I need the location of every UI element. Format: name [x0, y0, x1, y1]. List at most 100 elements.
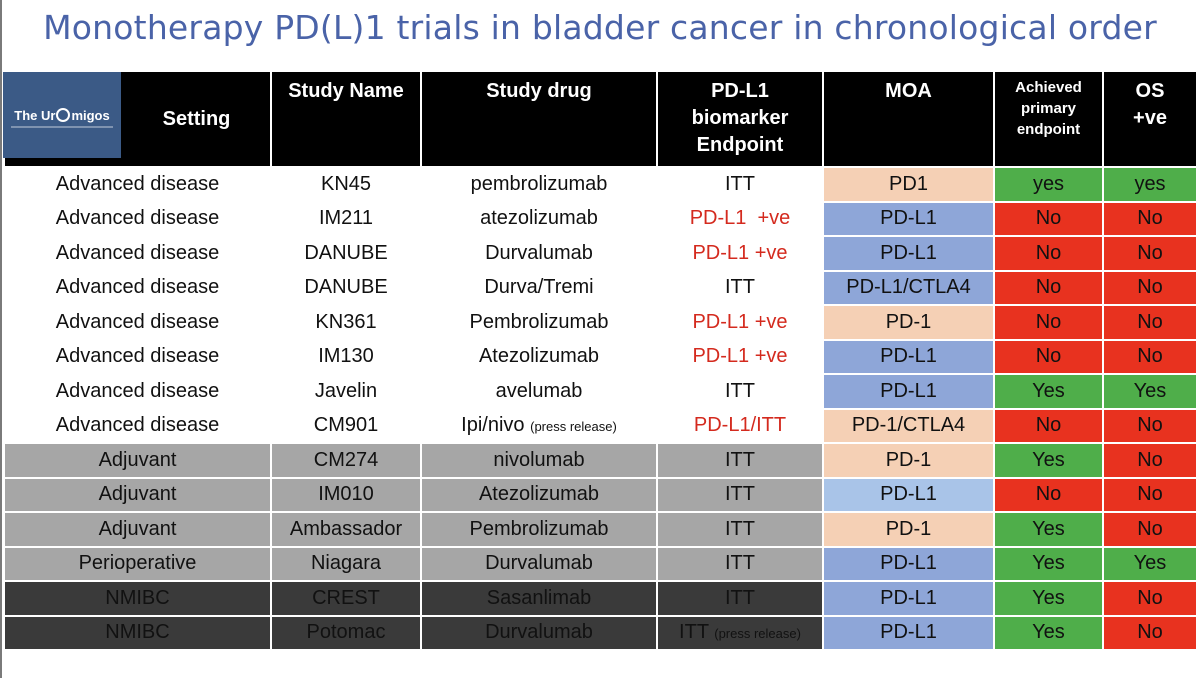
endpoint-value: PD-L1 +ve: [692, 310, 788, 333]
drug-name: Durvalumab: [485, 241, 593, 264]
endpoint-value: ITT: [725, 172, 755, 195]
cell-setting: Adjuvant: [3, 476, 272, 513]
endpoint-value: ITT: [679, 621, 709, 644]
endpoint-value: PD-L1 +ve: [689, 207, 791, 230]
cell-study-name: CM901: [270, 407, 422, 444]
cell-achieved: Yes: [993, 580, 1104, 617]
endpoint-value: ITT: [725, 517, 755, 540]
cell-achieved: Yes: [993, 511, 1104, 548]
endpoint-value: ITT: [725, 448, 755, 471]
cell-moa: PD-L1: [822, 235, 995, 272]
cell-pdl1-endpoint: ITT: [656, 442, 824, 479]
table-row: Advanced disease DANUBE Durva/Tremi ITT PD-L…: [3, 269, 1198, 306]
table-row: Advanced disease KN45 pembrolizumab ITT PD1 y…: [3, 166, 1198, 203]
cell-setting: Advanced disease: [3, 304, 272, 341]
cell-study-drug: Atezolizumab: [420, 476, 658, 513]
cell-moa: PD-L1: [822, 200, 995, 237]
drug-name: pembrolizumab: [470, 172, 608, 195]
cell-setting: Advanced disease: [3, 200, 272, 237]
header-achieved-line1: Achieved: [1015, 79, 1082, 96]
cell-achieved: Yes: [993, 545, 1104, 582]
table-row: Adjuvant Ambassador Pembrolizumab ITT PD-1 Ye…: [3, 511, 1198, 548]
endpoint-value: ITT: [725, 483, 755, 506]
cell-study-name: DANUBE: [270, 235, 422, 272]
cell-study-drug: Pembrolizumab: [420, 304, 658, 341]
cell-setting: Advanced disease: [3, 407, 272, 444]
cell-os: No: [1102, 511, 1198, 548]
cell-os: No: [1102, 580, 1198, 617]
drug-name: Atezolizumab: [478, 345, 600, 368]
cell-study-drug: Ipi/nivo (press release): [420, 407, 658, 444]
drug-name: Durva/Tremi: [484, 276, 594, 299]
cell-moa: PD-1: [822, 442, 995, 479]
cell-moa: PD1: [822, 166, 995, 203]
header-study-name: Study Name: [270, 70, 422, 168]
table-row: Adjuvant CM274 nivolumab ITT PD-1 Yes No: [3, 442, 1198, 479]
cell-os: No: [1102, 442, 1198, 479]
drug-name: Durvalumab: [485, 552, 593, 575]
endpoint-value: ITT: [725, 379, 755, 402]
cell-study-drug: avelumab: [420, 373, 658, 410]
table-row: Advanced disease Javelin avelumab ITT PD-L1 Y…: [3, 373, 1198, 410]
cell-study-name: CM274: [270, 442, 422, 479]
uromigos-logo: The Ur migos: [3, 72, 121, 158]
cell-setting: Advanced disease: [3, 166, 272, 203]
cell-os: No: [1102, 476, 1198, 513]
cell-achieved: No: [993, 235, 1104, 272]
cell-os: No: [1102, 338, 1198, 375]
cell-achieved: Yes: [993, 373, 1104, 410]
table-row: Advanced disease IM130 Atezolizumab PD-L1 +…: [3, 338, 1198, 375]
cell-pdl1-endpoint: ITT: [656, 476, 824, 513]
slide-title: Monotherapy PD(L)1 trials in bladder can…: [43, 8, 1157, 47]
cell-setting: Advanced disease: [3, 338, 272, 375]
cell-study-name: Javelin: [270, 373, 422, 410]
table-row: Perioperative Niagara Durvalumab ITT PD-L1 Ye…: [3, 545, 1198, 582]
table-row: Advanced disease IM211 atezolizumab PD-L1 +…: [3, 200, 1198, 237]
header-moa: MOA: [822, 70, 995, 168]
cell-study-drug: Durvalumab: [420, 235, 658, 272]
cell-study-name: Ambassador: [270, 511, 422, 548]
header-study-drug: Study drug: [420, 70, 658, 168]
cell-study-drug: Durva/Tremi: [420, 269, 658, 306]
endpoint-note: (press release): [714, 626, 801, 642]
cell-pdl1-endpoint: ITT: [656, 545, 824, 582]
cell-moa: PD-L1: [822, 338, 995, 375]
header-achieved: Achieved primary endpoint: [993, 70, 1104, 168]
cell-achieved: yes: [993, 166, 1104, 203]
drug-name: avelumab: [495, 379, 583, 402]
cell-pdl1-endpoint: PD-L1 +ve: [656, 338, 824, 375]
table-row: NMIBC CREST Sasanlimab ITT PD-L1 Yes No: [3, 580, 1198, 617]
cell-study-name: IM010: [270, 476, 422, 513]
cell-os: No: [1102, 200, 1198, 237]
cell-pdl1-endpoint: ITT: [656, 166, 824, 203]
cell-moa: PD-L1: [822, 614, 995, 651]
cell-study-drug: Sasanlimab: [420, 580, 658, 617]
drug-name: Durvalumab: [485, 621, 593, 644]
drug-name: Pembrolizumab: [469, 310, 609, 333]
header-os-line2: +ve: [1133, 107, 1167, 129]
cell-pdl1-endpoint: ITT (press release): [656, 614, 824, 651]
drug-note: (press release): [530, 419, 617, 435]
cell-study-name: KN361: [270, 304, 422, 341]
logo-text-suffix: migos: [71, 107, 110, 123]
cell-moa: PD-1/CTLA4: [822, 407, 995, 444]
cell-setting: Perioperative: [3, 545, 272, 582]
drug-name: nivolumab: [493, 448, 585, 471]
drug-name: Sasanlimab: [486, 586, 592, 609]
endpoint-value: PD-L1/ITT: [693, 414, 787, 437]
cell-os: Yes: [1102, 373, 1198, 410]
cell-setting: Advanced disease: [3, 373, 272, 410]
endpoint-value: ITT: [725, 586, 755, 609]
cell-pdl1-endpoint: ITT: [656, 580, 824, 617]
cell-os: No: [1102, 235, 1198, 272]
endpoint-value: ITT: [725, 552, 755, 575]
cell-study-name: Niagara: [270, 545, 422, 582]
cell-moa: PD-L1: [822, 476, 995, 513]
cell-study-name: DANUBE: [270, 269, 422, 306]
endpoint-value: PD-L1 +ve: [692, 241, 788, 264]
cell-study-drug: Atezolizumab: [420, 338, 658, 375]
cell-pdl1-endpoint: PD-L1 +ve: [656, 235, 824, 272]
cell-study-drug: Durvalumab: [420, 545, 658, 582]
cell-achieved: No: [993, 304, 1104, 341]
cell-setting: NMIBC: [3, 580, 272, 617]
